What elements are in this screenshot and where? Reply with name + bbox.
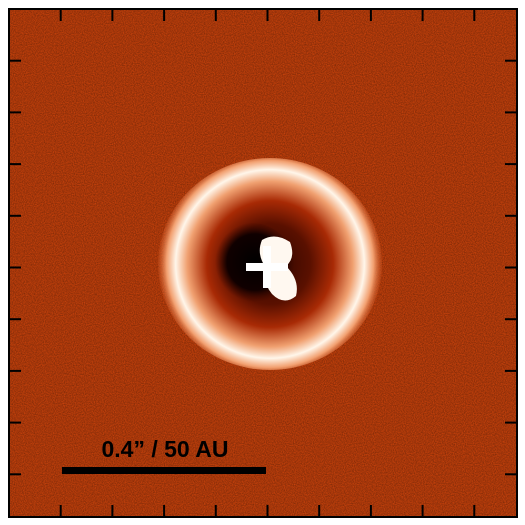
image-panel: 0.4” / 50 AU — [0, 0, 525, 525]
image — [9, 9, 517, 517]
scale-bar — [62, 467, 266, 474]
cross-v — [263, 246, 271, 288]
scale-label: 0.4” / 50 AU — [102, 436, 229, 462]
page: 0.4” / 50 AU (() => { const data = JSON.… — [0, 0, 525, 525]
